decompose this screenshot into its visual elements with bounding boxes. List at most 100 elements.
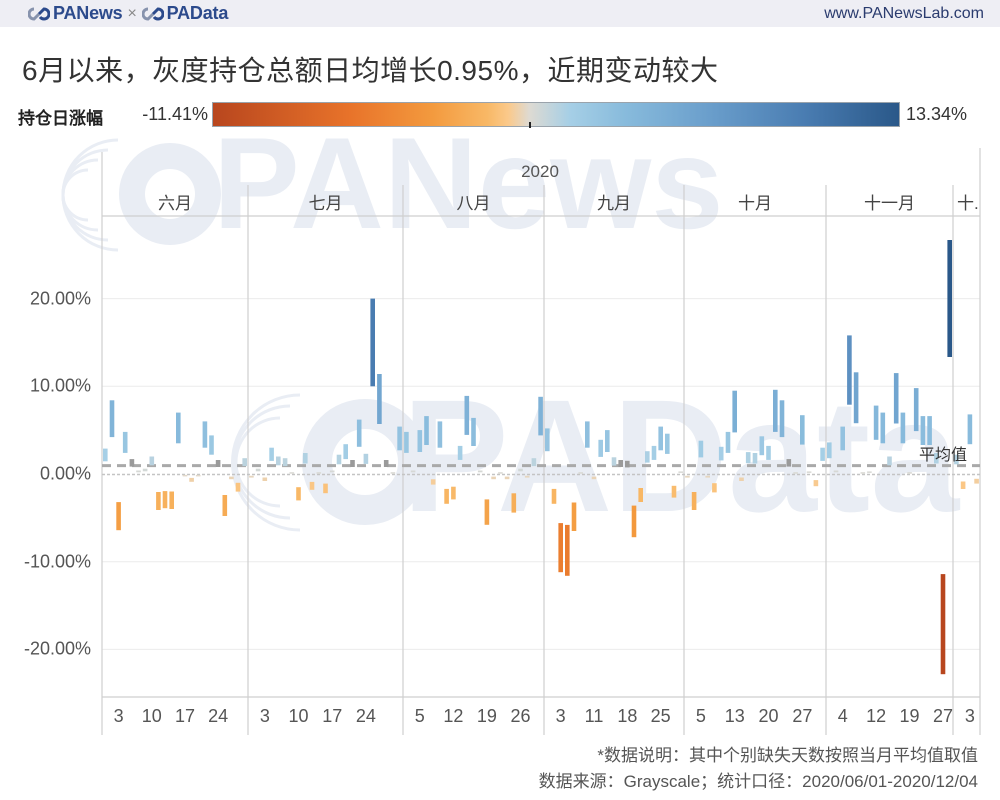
x-tick-label: 24 — [208, 706, 229, 726]
daily-change-bar — [303, 453, 308, 464]
x-tick-label: 3 — [555, 706, 566, 726]
daily-change-bar — [464, 395, 470, 435]
x-tick-label: 3 — [964, 706, 975, 726]
watermark-padata: PAData — [402, 366, 960, 545]
daily-change-bar — [860, 472, 866, 474]
daily-change-bar — [651, 445, 657, 460]
daily-change-bar — [665, 433, 670, 454]
daily-change-bar — [189, 477, 194, 482]
x-tick-label: 19 — [476, 706, 497, 726]
daily-change-bar — [215, 460, 221, 467]
brand-logos: PANews × PAData — [28, 3, 228, 24]
x-tick-label: 11 — [584, 706, 604, 726]
daily-change-bar — [255, 468, 261, 472]
daily-change-bar — [800, 415, 805, 445]
bar-series — [103, 240, 979, 675]
daily-change-bar — [142, 468, 148, 472]
data-note: *数据说明：其中个别缺失天数按照当月平均值取值 — [597, 746, 978, 765]
daily-change-bar — [149, 456, 155, 466]
daily-change-bar — [585, 421, 590, 448]
daily-change-bar — [611, 457, 617, 466]
legend-max-value: 13.34% — [906, 104, 968, 124]
daily-change-bar — [571, 502, 577, 531]
daily-change-bar — [424, 416, 429, 445]
x-tick-label: 25 — [650, 706, 671, 726]
daily-change-bar — [920, 416, 926, 445]
daily-change-bar — [397, 426, 402, 451]
daily-change-bar — [752, 453, 758, 464]
x-tick-label: 27 — [792, 706, 813, 726]
daily-change-bar — [336, 454, 342, 465]
daily-change-bar — [739, 477, 744, 481]
daily-change-bar — [907, 472, 912, 474]
x-tick-label: 24 — [355, 706, 376, 726]
daily-change-bar — [169, 491, 174, 509]
x-tick-label: 26 — [510, 706, 531, 726]
daily-change-bar — [309, 481, 315, 490]
daily-change-bar — [518, 468, 523, 472]
daily-change-bar — [202, 421, 208, 448]
daily-change-bar — [913, 388, 919, 432]
daily-change-bar — [109, 400, 115, 438]
daily-change-bar — [229, 476, 234, 480]
daily-change-bar — [934, 453, 939, 464]
daily-change-bar — [222, 495, 228, 516]
daily-change-bar — [698, 440, 704, 458]
daily-change-bar — [605, 430, 610, 452]
daily-change-bar — [880, 412, 886, 444]
x-tick-label: 10 — [288, 706, 309, 726]
daily-change-bar — [598, 439, 603, 457]
daily-change-bar — [678, 471, 683, 473]
daily-change-bar — [209, 435, 214, 455]
daily-change-bar — [954, 454, 959, 465]
month-header-label: 九月 — [597, 194, 631, 213]
daily-change-bar — [591, 476, 597, 480]
x-tick-label: 10 — [141, 706, 162, 726]
padata-logo-icon — [141, 6, 164, 21]
daily-change-bar — [773, 389, 778, 432]
daily-change-bar — [451, 486, 456, 500]
daily-change-bar — [833, 470, 839, 473]
daily-change-bar — [827, 442, 832, 459]
daily-change-bar — [900, 412, 906, 444]
daily-change-bar — [477, 470, 483, 473]
daily-change-bar — [813, 480, 819, 487]
daily-change-bar — [235, 482, 241, 492]
daily-change-bar — [718, 446, 724, 461]
daily-change-bar — [538, 396, 543, 436]
legend-label: 持仓日涨幅 — [18, 109, 103, 128]
x-tick-label: 3 — [113, 706, 124, 726]
daily-change-bar — [638, 488, 643, 502]
daily-change-bar — [417, 430, 423, 452]
y-tick-label: -10.00% — [23, 551, 91, 572]
daily-change-bar — [498, 472, 503, 474]
daily-change-bar — [974, 478, 979, 484]
x-tick-label: 3 — [259, 706, 270, 726]
chart-title: 6月以来，灰度持仓总额日均增长0.95%，近期变动较大 — [22, 55, 719, 86]
daily-change-bar — [960, 481, 966, 489]
daily-change-bar — [377, 374, 382, 424]
x-tick-label: 18 — [617, 706, 638, 726]
daily-change-bar — [531, 458, 537, 467]
daily-change-bar — [457, 445, 463, 460]
daily-change-bar — [356, 419, 362, 447]
daily-change-bar — [558, 523, 563, 573]
daily-change-bar — [136, 470, 141, 473]
daily-change-bar — [631, 505, 637, 538]
daily-change-bar — [759, 436, 765, 456]
daily-change-bar — [390, 472, 396, 474]
daily-change-bar — [437, 421, 443, 448]
daily-change-bar — [316, 472, 322, 474]
daily-change-bar — [766, 445, 771, 460]
daily-change-bar — [947, 240, 952, 357]
x-tick-label: 19 — [899, 706, 920, 726]
daily-change-bar — [289, 472, 295, 474]
x-tick-label: 17 — [174, 706, 195, 726]
daily-change-bar — [269, 447, 274, 461]
daily-change-bar — [329, 470, 335, 473]
daily-change-bar — [363, 453, 369, 464]
brand-panews: PANews — [53, 3, 123, 23]
legend-min-value: -11.41% — [142, 104, 208, 124]
